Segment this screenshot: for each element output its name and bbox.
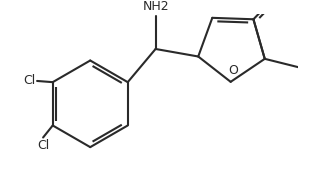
Text: NH2: NH2: [142, 0, 169, 13]
Text: Cl: Cl: [24, 74, 36, 87]
Text: Cl: Cl: [37, 139, 49, 152]
Text: O: O: [228, 64, 238, 77]
